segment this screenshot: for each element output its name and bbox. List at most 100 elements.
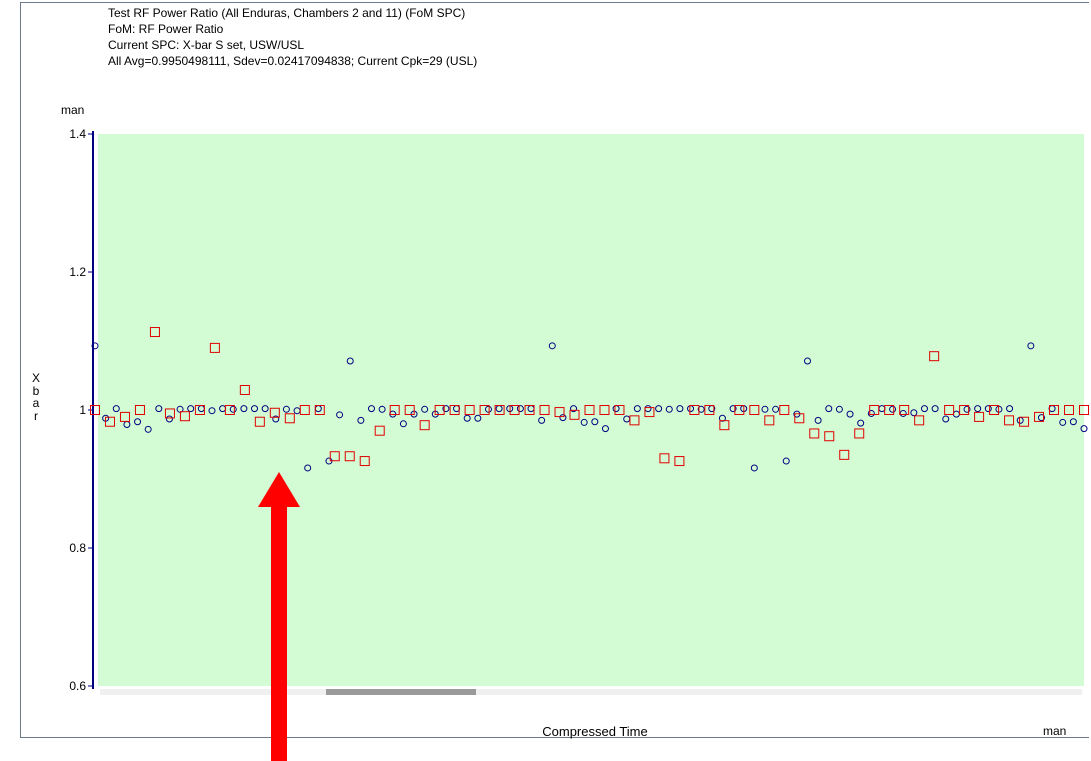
data-point-square[interactable]	[254, 416, 265, 427]
data-point-circle[interactable]	[920, 405, 928, 413]
data-point-square[interactable]	[929, 351, 940, 362]
data-point-square[interactable]	[809, 428, 820, 439]
data-point-circle[interactable]	[984, 405, 992, 413]
data-point-square[interactable]	[224, 405, 235, 415]
data-point-circle[interactable]	[421, 405, 429, 413]
data-point-circle[interactable]	[601, 425, 609, 433]
data-point-square[interactable]	[449, 405, 460, 415]
data-point-circle[interactable]	[1080, 425, 1088, 433]
data-point-square[interactable]	[629, 415, 640, 426]
scrollbar-thumb[interactable]	[326, 689, 476, 695]
data-point-square[interactable]	[839, 449, 850, 460]
data-point-circle[interactable]	[251, 405, 259, 413]
data-point-square[interactable]	[854, 428, 865, 439]
data-point-circle[interactable]	[144, 425, 152, 433]
data-point-square[interactable]	[329, 451, 340, 462]
data-point-circle[interactable]	[91, 342, 99, 350]
data-point-square[interactable]	[584, 405, 595, 415]
data-point-circle[interactable]	[814, 416, 822, 424]
data-point-circle[interactable]	[1059, 418, 1067, 426]
data-point-circle[interactable]	[155, 405, 163, 413]
data-point-square[interactable]	[1019, 416, 1030, 427]
data-point-square[interactable]	[149, 327, 160, 338]
data-point-square[interactable]	[689, 405, 700, 415]
data-point-square[interactable]	[614, 405, 625, 415]
data-point-circle[interactable]	[112, 405, 120, 413]
data-point-circle[interactable]	[665, 405, 673, 413]
data-point-square[interactable]	[419, 420, 430, 431]
data-point-square[interactable]	[719, 420, 730, 431]
data-point-circle[interactable]	[442, 405, 450, 413]
data-point-circle[interactable]	[1027, 342, 1035, 350]
data-point-circle[interactable]	[378, 405, 386, 413]
data-point-circle[interactable]	[484, 405, 492, 413]
data-point-square[interactable]	[179, 411, 190, 422]
data-point-circle[interactable]	[867, 409, 875, 417]
data-point-circle[interactable]	[229, 405, 237, 413]
data-point-square[interactable]	[479, 405, 490, 415]
data-point-circle[interactable]	[633, 405, 641, 413]
data-point-square[interactable]	[1034, 411, 1045, 422]
data-point-square[interactable]	[674, 456, 685, 467]
data-point-square[interactable]	[374, 425, 385, 436]
data-point-square[interactable]	[599, 405, 610, 415]
data-point-square[interactable]	[749, 405, 760, 415]
data-point-square[interactable]	[1064, 405, 1075, 415]
data-point-square[interactable]	[494, 405, 505, 415]
data-point-circle[interactable]	[942, 415, 950, 423]
data-point-square[interactable]	[389, 405, 400, 415]
data-point-square[interactable]	[659, 453, 670, 464]
data-point-circle[interactable]	[580, 418, 588, 426]
data-point-circle[interactable]	[835, 405, 843, 413]
data-point-square[interactable]	[539, 405, 550, 415]
data-point-square[interactable]	[914, 415, 925, 426]
data-point-square[interactable]	[569, 409, 580, 420]
data-point-square[interactable]	[554, 407, 565, 418]
data-point-circle[interactable]	[516, 405, 524, 413]
data-point-circle[interactable]	[134, 418, 142, 426]
data-point-circle[interactable]	[165, 415, 173, 423]
data-point-square[interactable]	[509, 405, 520, 415]
data-point-circle[interactable]	[399, 420, 407, 428]
data-point-square[interactable]	[359, 456, 370, 467]
data-point-square[interactable]	[119, 411, 130, 422]
data-point-circle[interactable]	[804, 357, 812, 365]
data-point-square[interactable]	[1004, 415, 1015, 426]
data-point-circle[interactable]	[750, 464, 758, 472]
data-point-circle[interactable]	[1006, 405, 1014, 413]
data-point-square[interactable]	[944, 405, 955, 415]
data-point-circle[interactable]	[261, 405, 269, 413]
data-point-square[interactable]	[869, 405, 880, 415]
data-point-circle[interactable]	[782, 457, 790, 465]
data-point-circle[interactable]	[655, 405, 663, 413]
data-point-circle[interactable]	[931, 405, 939, 413]
data-point-square[interactable]	[974, 411, 985, 422]
data-point-square[interactable]	[644, 407, 655, 418]
data-point-circle[interactable]	[676, 405, 684, 413]
data-point-square[interactable]	[704, 405, 715, 415]
data-point-circle[interactable]	[846, 410, 854, 418]
data-point-circle[interactable]	[729, 405, 737, 413]
data-point-circle[interactable]	[559, 414, 567, 422]
data-point-circle[interactable]	[857, 419, 865, 427]
data-point-circle[interactable]	[548, 342, 556, 350]
data-point-square[interactable]	[1079, 405, 1089, 415]
data-point-circle[interactable]	[240, 405, 248, 413]
data-point-square[interactable]	[209, 342, 220, 353]
data-point-circle[interactable]	[282, 405, 290, 413]
data-point-circle[interactable]	[1037, 414, 1045, 422]
data-point-square[interactable]	[824, 431, 835, 442]
data-point-circle[interactable]	[825, 405, 833, 413]
data-point-square[interactable]	[989, 405, 1000, 415]
data-point-square[interactable]	[104, 416, 115, 427]
data-point-square[interactable]	[194, 405, 205, 415]
data-point-circle[interactable]	[697, 405, 705, 413]
data-point-circle[interactable]	[187, 405, 195, 413]
data-point-circle[interactable]	[772, 405, 780, 413]
data-point-square[interactable]	[299, 405, 310, 415]
data-point-square[interactable]	[90, 405, 100, 415]
data-point-square[interactable]	[1049, 405, 1060, 415]
data-point-circle[interactable]	[570, 405, 578, 413]
data-point-circle[interactable]	[963, 405, 971, 413]
data-point-square[interactable]	[239, 384, 250, 395]
